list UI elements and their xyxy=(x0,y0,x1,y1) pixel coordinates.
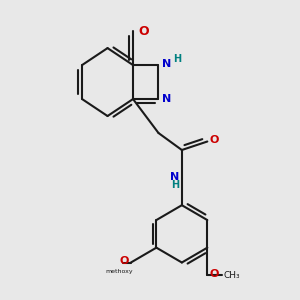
Text: methoxy: methoxy xyxy=(105,268,133,274)
Text: N: N xyxy=(170,172,180,182)
Text: N: N xyxy=(162,94,171,104)
Text: H: H xyxy=(172,180,180,190)
Text: O: O xyxy=(138,25,149,38)
Text: N: N xyxy=(162,59,171,69)
Text: H: H xyxy=(173,54,181,64)
Text: O: O xyxy=(209,269,219,279)
Text: O: O xyxy=(119,256,129,266)
Text: CH₃: CH₃ xyxy=(223,271,240,280)
Text: O: O xyxy=(209,135,219,146)
